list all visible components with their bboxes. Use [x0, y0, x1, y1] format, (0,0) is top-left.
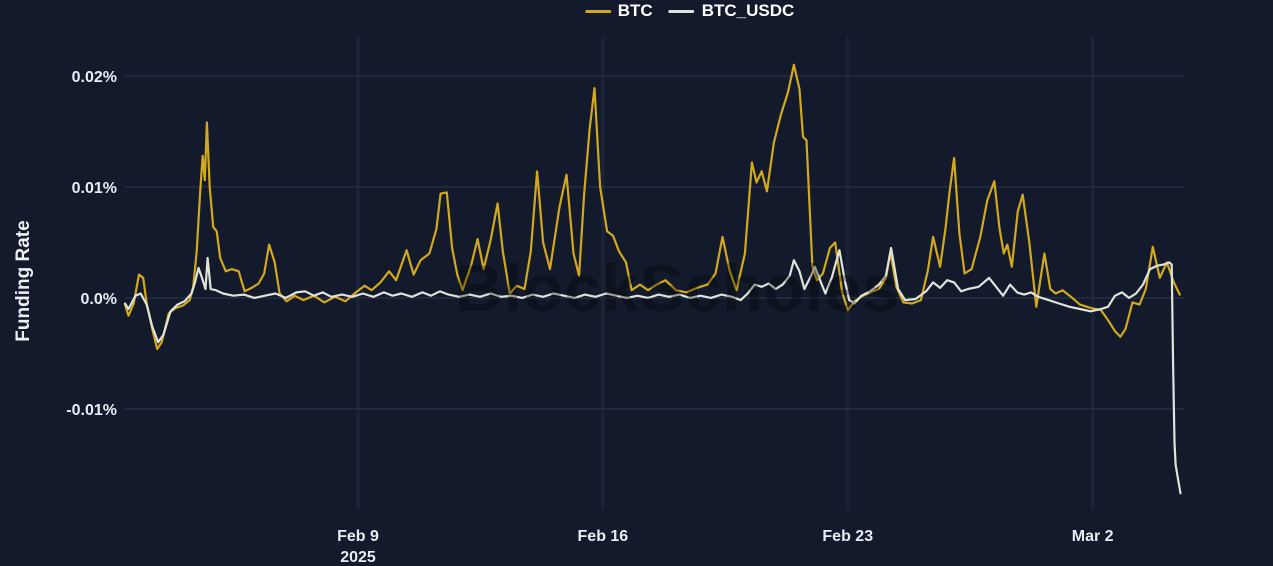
btc-line-swatch — [584, 9, 611, 13]
legend-item-btc-usdc[interactable]: BTC_USDC — [668, 1, 795, 21]
watermark: BlockScholes — [455, 251, 900, 325]
legend-label-btc: BTC — [617, 1, 653, 20]
x-tick-label: Feb 16 — [578, 528, 629, 545]
y-tick-label: 0.01% — [72, 180, 117, 197]
btc-usdc-line-swatch — [668, 9, 695, 13]
y-tick-label: -0.01% — [66, 402, 117, 419]
x-tick-label: Feb 9 — [337, 528, 379, 545]
legend: BTC BTC_USDC — [584, 1, 795, 21]
legend-label-btc-usdc: BTC_USDC — [701, 1, 795, 20]
legend-item-btc[interactable]: BTC — [584, 1, 653, 21]
x-tick-label: Mar 2 — [1072, 528, 1114, 545]
y-tick-label: 0.0% — [81, 291, 117, 308]
y-tick-label: 0.02% — [72, 69, 117, 86]
x-tick-label: Feb 23 — [822, 528, 873, 545]
y-axis-title: Funding Rate — [13, 220, 34, 342]
x-tick-sublabel: 2025 — [340, 549, 376, 566]
btc-usdc-series-line — [123, 246, 1182, 495]
btc-series-line — [123, 63, 1181, 351]
